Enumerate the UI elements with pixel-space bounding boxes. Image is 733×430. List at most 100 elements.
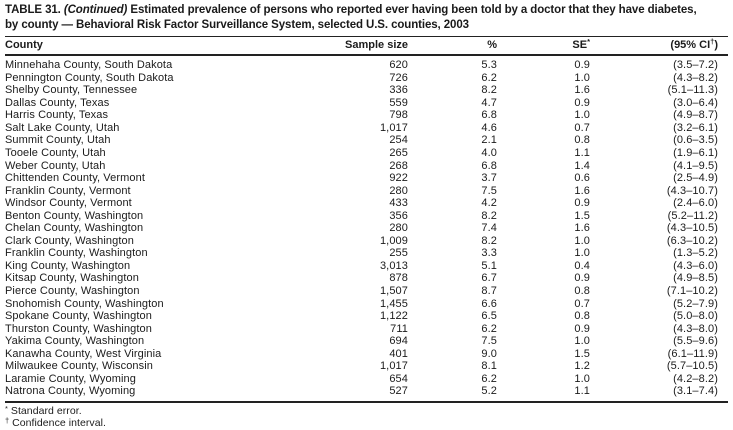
table-row: Salt Lake County, Utah 1,017 4.6 0.7 (3.… — [5, 122, 728, 135]
ci-footnote-marker: † — [710, 37, 715, 47]
county-cell: Franklin County, Washington — [5, 247, 148, 260]
county-cell: Yakima County, Washington — [5, 335, 145, 348]
county-cell: Chittenden County, Vermont — [5, 172, 145, 185]
county-cell: Tooele County, Utah — [5, 147, 106, 160]
table-number-label: TABLE 31. — [5, 4, 61, 16]
county-cell: Harris County, Texas — [5, 109, 109, 122]
sample-size-cell: 280 — [389, 222, 408, 235]
footnote-text: Standard error. — [10, 404, 82, 417]
percent-cell: 2.1 — [481, 134, 497, 147]
percent-cell: 4.2 — [481, 197, 497, 210]
table-row: Tooele County, Utah 265 4.0 1.1 (1.9–6.1… — [5, 147, 728, 160]
column-header-sample-size: Sample size — [340, 36, 408, 57]
ci-cell: (3.0–6.4) — [673, 96, 718, 109]
percent-cell: 5.1 — [481, 259, 497, 272]
percent-cell: 3.3 — [481, 247, 497, 260]
se-cell: 0.8 — [574, 134, 590, 147]
sample-size-cell: 527 — [340, 385, 408, 403]
county-cell: Summit County, Utah — [5, 134, 111, 147]
sample-size-cell: 255 — [389, 247, 408, 260]
sample-size-cell: 3,013 — [379, 259, 408, 272]
continued-label: (Continued) — [63, 4, 128, 16]
percent-cell: 6.6 — [481, 297, 497, 310]
table-row: Natrona County, Wyoming 527 5.2 1.1 (3.1… — [5, 385, 728, 403]
table-row: Snohomish County, Washington 1,455 6.6 0… — [5, 298, 728, 311]
table-row: Clark County, Washington 1,009 8.2 1.0 (… — [5, 235, 728, 248]
se-cell: 1.4 — [574, 159, 590, 172]
sample-size-cell: 268 — [389, 159, 408, 172]
ci-cell: (2.4–6.0) — [673, 197, 718, 210]
county-cell: Windsor County, Vermont — [5, 197, 132, 210]
sample-size-cell: 433 — [389, 197, 408, 210]
county-cell: Dallas County, Texas — [5, 96, 110, 109]
table-row: Kitsap County, Washington 878 6.7 0.9 (4… — [5, 272, 728, 285]
se-cell: 1.0 — [574, 335, 590, 348]
sample-size-cell: 336 — [389, 84, 408, 97]
county-cell: Pierce County, Washington — [5, 285, 140, 298]
table-row: Harris County, Texas 798 6.8 1.0 (4.9–8.… — [5, 109, 728, 122]
table-row: Pierce County, Washington 1,507 8.7 0.8 … — [5, 285, 728, 298]
percent-cell: 6.2 — [481, 372, 497, 385]
table-footnotes: * Standard error. † Confidence interval. — [5, 405, 728, 430]
ci-cell: (3.2–6.1) — [673, 121, 718, 134]
percent-cell: 9.0 — [481, 347, 497, 360]
table-row: Kanawha County, West Virginia 401 9.0 1.… — [5, 348, 728, 361]
ci-cell: (5.7–10.5) — [666, 360, 718, 373]
se-cell: 1.1 — [574, 147, 590, 160]
county-cell: Milwaukee County, Wisconsin — [5, 360, 153, 373]
percent-cell: 6.2 — [481, 322, 497, 335]
sample-size-cell: 1,009 — [379, 234, 408, 247]
table-row: King County, Washington 3,013 5.1 0.4 (4… — [5, 260, 728, 273]
table-row: Shelby County, Tennessee 336 8.2 1.6 (5.… — [5, 84, 728, 97]
percent-cell: 6.2 — [481, 71, 497, 84]
county-cell: Weber County, Utah — [5, 159, 106, 172]
table-row: Yakima County, Washington 694 7.5 1.0 (5… — [5, 335, 728, 348]
table-body: Minnehaha County, South Dakota 620 5.3 0… — [5, 55, 728, 403]
ci-cell: (6.3–10.2) — [666, 234, 718, 247]
sample-size-cell: 280 — [389, 184, 408, 197]
table-row: Chittenden County, Vermont 922 3.7 0.6 (… — [5, 172, 728, 185]
sample-size-cell: 711 — [390, 322, 408, 335]
se-cell: 0.9 — [574, 197, 590, 210]
table-header: County Sample size % SE* (95% CI†) — [5, 36, 728, 57]
ci-cell: (4.3–10.7) — [666, 184, 718, 197]
percent-cell: 7.4 — [481, 222, 497, 235]
county-cell: Shelby County, Tennessee — [5, 84, 138, 97]
se-cell: 1.0 — [574, 234, 590, 247]
sample-size-cell: 878 — [389, 272, 408, 285]
ci-cell: (4.3–8.2) — [673, 71, 718, 84]
title-line1: Estimated prevalence of persons who repo… — [130, 4, 697, 16]
percent-cell: 8.2 — [481, 209, 497, 222]
se-cell: 1.1 — [497, 385, 590, 403]
se-cell: 1.5 — [574, 347, 590, 360]
se-cell: 1.0 — [574, 109, 590, 122]
sample-size-cell: 922 — [389, 172, 408, 185]
table-row: Weber County, Utah 268 6.8 1.4 (4.1–9.5) — [5, 160, 728, 173]
table-row: Laramie County, Wyoming 654 6.2 1.0 (4.2… — [5, 373, 728, 386]
percent-cell: 8.2 — [481, 84, 497, 97]
se-footnote-marker: * — [587, 37, 590, 47]
county-cell: Laramie County, Wyoming — [5, 372, 136, 385]
column-header-county: County — [5, 36, 340, 57]
ci-cell: (2.5–4.9) — [673, 172, 718, 185]
footnote-marker-asterisk: * — [5, 403, 8, 413]
sample-size-cell: 694 — [389, 335, 408, 348]
sample-size-cell: 356 — [389, 209, 408, 222]
county-cell: Kitsap County, Washington — [5, 272, 139, 285]
percent-cell: 6.8 — [481, 109, 497, 122]
ci-header-close: ) — [714, 39, 718, 52]
table-row: Milwaukee County, Wisconsin 1,017 8.1 1.… — [5, 360, 728, 373]
table-row: Minnehaha County, South Dakota 620 5.3 0… — [5, 55, 728, 72]
percent-cell: 8.2 — [481, 234, 497, 247]
percent-cell: 3.7 — [481, 172, 497, 185]
table-row: Thurston County, Washington 711 6.2 0.9 … — [5, 323, 728, 336]
county-cell: Snohomish County, Washington — [5, 297, 164, 310]
percent-cell: 8.7 — [481, 285, 497, 298]
ci-cell: (4.9–8.5) — [673, 272, 718, 285]
county-cell: Benton County, Washington — [5, 209, 144, 222]
table-row: Summit County, Utah 254 2.1 0.8 (0.6–3.5… — [5, 134, 728, 147]
sample-size-cell: 726 — [389, 71, 408, 84]
sample-size-cell: 620 — [389, 59, 408, 72]
percent-cell: 4.6 — [481, 121, 497, 134]
column-header-percent: % — [408, 36, 497, 57]
